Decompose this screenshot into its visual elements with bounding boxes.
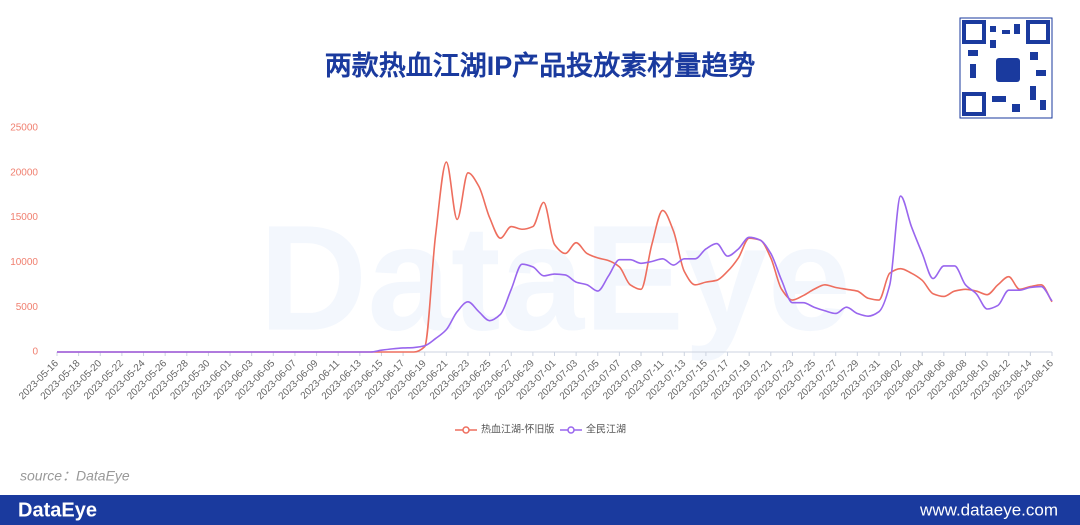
y-tick-label: 0: [32, 347, 38, 358]
source: source：DataEye: [20, 468, 130, 484]
legend-label: 热血江湖-怀旧版: [481, 423, 554, 436]
y-tick-label: 5000: [16, 302, 39, 313]
line-series: [56, 195, 1053, 353]
legend-label: 全民江湖: [586, 423, 626, 436]
y-tick-label: 15000: [10, 212, 38, 223]
y-tick-label: 20000: [10, 167, 38, 178]
footer-logo: DataEye: [18, 499, 97, 521]
footer-url: www.dataeye.com: [919, 500, 1058, 519]
legend-item: 全民江湖: [560, 423, 626, 436]
y-tick-label: 25000: [10, 123, 38, 134]
chart-title: 两款热血江湖IP产品投放素材量趋势: [325, 50, 756, 81]
legend-marker: [567, 426, 575, 434]
qr-code: [959, 17, 1053, 119]
footer-bar: [0, 495, 1080, 525]
watermark: DataEye: [259, 194, 851, 362]
legend-item: 热血江湖-怀旧版: [455, 423, 554, 436]
y-tick-label: 10000: [10, 257, 38, 268]
legend-marker: [462, 426, 470, 434]
